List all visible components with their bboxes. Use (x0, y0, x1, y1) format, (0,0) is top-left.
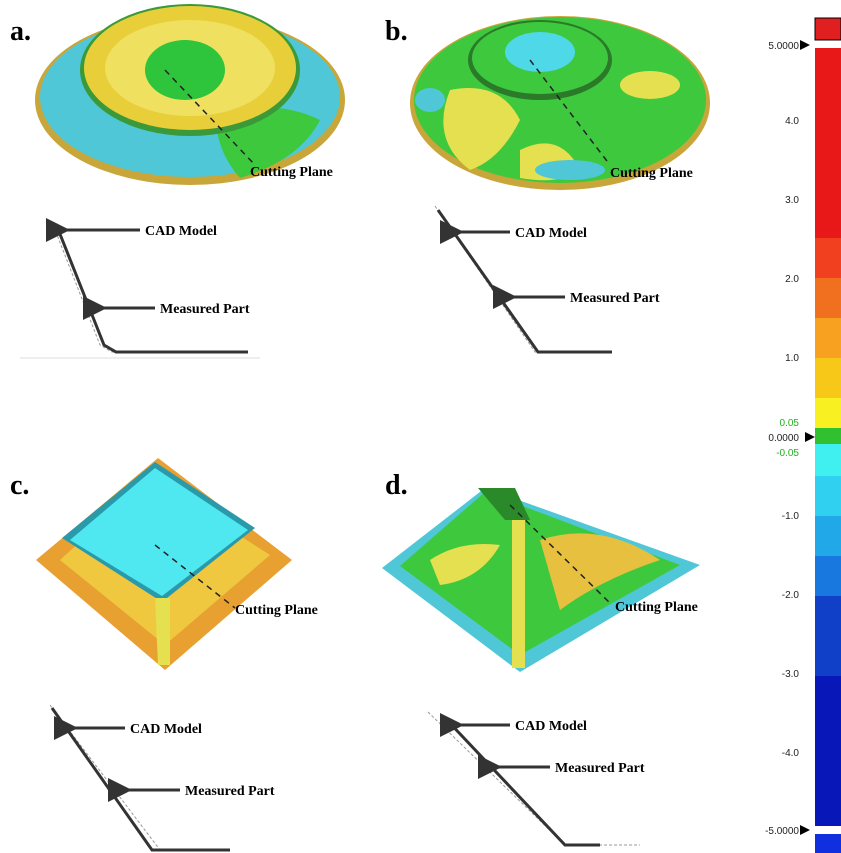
panel-d: d. Cutting Plane CAD Model Measured Part (382, 470, 700, 845)
figure: a. Cutting Plane CAD Model Measured Part… (0, 0, 841, 853)
panel-b: b. Cutting Plane CAD Model Measured Part (385, 16, 710, 352)
panel-label: b. (385, 16, 408, 47)
scale-label: -1.0 (782, 511, 800, 522)
measured-part-label: Measured Part (570, 291, 660, 306)
scale-label: 3.0 (785, 195, 799, 206)
cad-model-label: CAD Model (145, 224, 217, 239)
panel-c: c. Cutting Plane CAD Model Measured Part (10, 458, 318, 850)
scale-label: -4.0 (782, 748, 800, 759)
color-scale (800, 18, 841, 853)
measured-part-label: Measured Part (185, 784, 275, 799)
measured-part-label: Measured Part (160, 302, 250, 317)
panel-label: a. (10, 16, 31, 47)
scale-label: 0.05 (780, 418, 800, 429)
scale-label: 5.0000 (768, 41, 799, 52)
panel-label: c. (10, 470, 29, 501)
scale-label: 0.0000 (768, 433, 799, 444)
scale-label: 1.0 (785, 353, 799, 364)
measured-part-label: Measured Part (555, 761, 645, 776)
scale-label: -0.05 (776, 448, 799, 459)
scale-label: -3.0 (782, 669, 800, 680)
cutting-plane-label: Cutting Plane (615, 600, 698, 615)
cutting-plane-label: Cutting Plane (610, 166, 693, 181)
scale-label: 4.0 (785, 116, 799, 127)
scale-label: 2.0 (785, 274, 799, 285)
cad-model-label: CAD Model (515, 719, 587, 734)
cad-model-label: CAD Model (515, 226, 587, 241)
cad-model-label: CAD Model (130, 722, 202, 737)
scale-label: -2.0 (782, 590, 800, 601)
panel-label: d. (385, 470, 408, 501)
cutting-plane-label: Cutting Plane (250, 165, 333, 180)
scale-label: -5.0000 (765, 826, 799, 837)
cutting-plane-label: Cutting Plane (235, 603, 318, 618)
panel-a: a. Cutting Plane CAD Model Measured Part (10, 4, 345, 358)
